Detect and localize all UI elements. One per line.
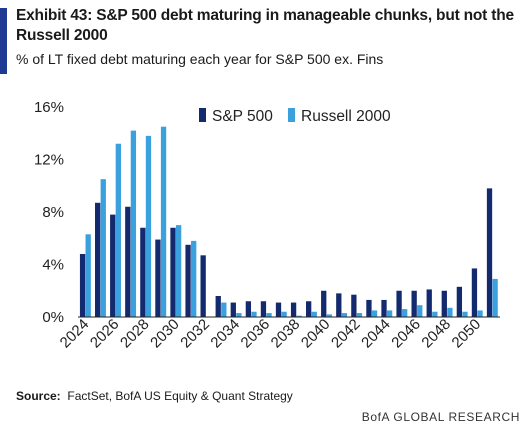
bar-russell2000 — [266, 313, 272, 317]
bar-sp500 — [125, 206, 131, 317]
accent-bar — [0, 8, 7, 74]
bar-sp500 — [140, 227, 146, 317]
x-tick-label: 2026 — [87, 316, 123, 352]
bar-sp500 — [245, 301, 252, 317]
x-tick-label: 2034 — [207, 316, 243, 352]
x-tick-label: 2038 — [268, 316, 304, 352]
bar-russell2000 — [371, 310, 378, 317]
x-axis-labels: 2024202620282030203220342036203820402042… — [57, 316, 484, 352]
legend: S&P 500 Russell 2000 — [199, 108, 391, 125]
bar-russell2000 — [145, 135, 152, 317]
bar-russell2000 — [281, 311, 287, 317]
bar-sp500 — [170, 227, 176, 317]
bar-russell2000 — [311, 311, 317, 317]
legend-label-russell2000: Russell 2000 — [301, 108, 391, 125]
y-axis-labels: 0% 4% 8% 12% 16% — [34, 99, 64, 326]
source-label: Source: — [16, 389, 61, 403]
bar-russell2000 — [432, 311, 438, 317]
bar-sp500 — [306, 301, 312, 317]
bar-sp500 — [230, 302, 236, 317]
bar-russell2000 — [492, 278, 498, 317]
bar-sp500 — [260, 301, 267, 317]
y-tick-label: 8% — [42, 204, 64, 221]
bar-russell2000 — [221, 302, 227, 317]
x-tick-label: 2032 — [177, 316, 213, 352]
source-text: FactSet, BofA US Equity & Quant Strategy — [67, 389, 293, 403]
bar-russell2000 — [356, 313, 363, 317]
bar-russell2000 — [115, 143, 121, 317]
x-tick-label: 2028 — [117, 316, 153, 352]
legend-label-sp500: S&P 500 — [212, 108, 273, 125]
y-tick-label: 16% — [34, 99, 64, 116]
x-tick-label: 2042 — [328, 316, 364, 352]
source-note: Source: FactSet, BofA US Equity & Quant … — [16, 389, 293, 403]
bar-sp500 — [426, 289, 432, 317]
x-tick-label: 2040 — [298, 316, 334, 352]
legend-swatch-russell2000 — [288, 108, 295, 122]
bar-sp500 — [336, 293, 342, 317]
bar-russell2000 — [386, 310, 393, 317]
x-tick-label: 2046 — [388, 316, 424, 352]
bar-sp500 — [351, 294, 357, 317]
bar-sp500 — [411, 290, 417, 317]
bar-russell2000 — [130, 130, 137, 317]
bar-russell2000 — [160, 126, 167, 317]
y-tick-label: 0% — [42, 309, 64, 326]
bar-russell2000 — [417, 305, 423, 317]
x-tick-label: 2030 — [147, 316, 183, 352]
bar-russell2000 — [191, 240, 197, 317]
x-tick-label: 2044 — [358, 316, 394, 352]
bar-russell2000 — [447, 307, 453, 317]
bar-russell2000 — [326, 314, 332, 317]
bar-russell2000 — [251, 311, 257, 317]
bar-sp500 — [95, 202, 101, 317]
bar-russell2000 — [85, 234, 91, 317]
bar-sp500 — [290, 302, 297, 317]
bar-chart: 0% 4% 8% 12% 16% 202420262028203020322034203… — [34, 99, 500, 352]
bar-sp500 — [486, 188, 493, 317]
bar-sp500 — [215, 296, 221, 317]
bar-russell2000 — [100, 179, 106, 317]
bar-sp500 — [110, 214, 116, 317]
bar-russell2000 — [477, 310, 483, 317]
bar-russell2000 — [236, 313, 242, 317]
bar-sp500 — [381, 299, 387, 317]
chart-subtitle: % of LT fixed debt maturing each year fo… — [16, 51, 384, 67]
x-tick-label: 2048 — [418, 316, 454, 352]
brand-footer: BofA GLOBAL RESEARCH — [361, 410, 520, 424]
bar-sp500 — [275, 302, 282, 317]
bar-sp500 — [79, 254, 86, 317]
y-tick-label: 12% — [34, 152, 64, 169]
bar-sp500 — [456, 286, 463, 317]
chart-title: Exhibit 43: S&P 500 debt maturing in man… — [16, 7, 514, 44]
bar-sp500 — [200, 255, 206, 317]
bar-russell2000 — [175, 225, 182, 317]
x-tick-label: 2036 — [238, 316, 274, 352]
bar-sp500 — [441, 290, 447, 317]
bar-russell2000 — [341, 313, 348, 317]
bar-russell2000 — [296, 315, 302, 317]
y-tick-label: 4% — [42, 257, 64, 274]
bar-russell2000 — [402, 309, 408, 317]
bar-sp500 — [321, 290, 327, 317]
bar-sp500 — [155, 239, 161, 317]
bar-russell2000 — [462, 311, 468, 317]
bar-sp500 — [366, 299, 372, 317]
x-tick-label: 2050 — [449, 316, 485, 352]
bar-sp500 — [471, 268, 478, 317]
bar-sp500 — [396, 290, 402, 317]
bars — [79, 126, 498, 317]
bar-sp500 — [185, 244, 191, 317]
legend-swatch-sp500 — [199, 108, 206, 122]
